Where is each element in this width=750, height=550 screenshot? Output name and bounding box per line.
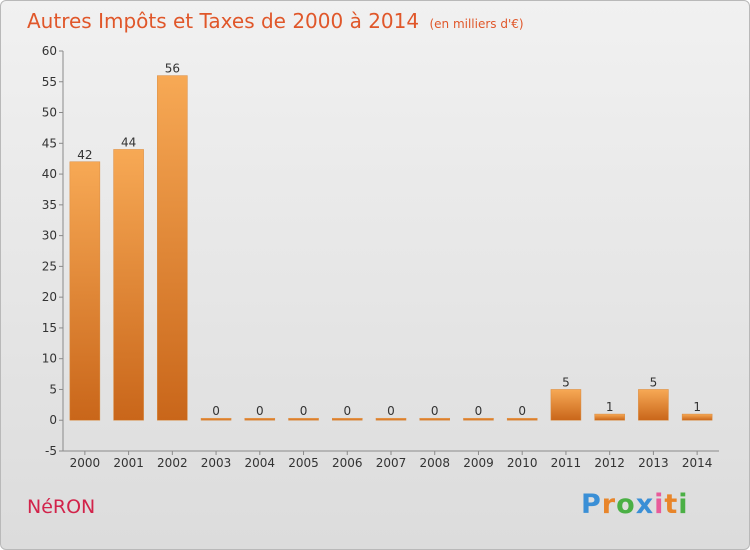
logo-letter: i xyxy=(678,489,689,520)
chart-bars xyxy=(69,75,713,421)
y-tick-label: 35 xyxy=(42,198,57,212)
y-tick-label: 50 xyxy=(42,106,57,120)
bar-2007 xyxy=(375,417,407,421)
y-tick-label: 5 xyxy=(49,382,57,396)
x-tick-label: 2001 xyxy=(113,456,144,470)
data-label-2012: 1 xyxy=(606,400,614,414)
x-tick-label: 2003 xyxy=(201,456,232,470)
bar-2012 xyxy=(594,413,625,421)
x-tick-label: 2010 xyxy=(507,456,538,470)
y-tick-label: 40 xyxy=(42,167,57,181)
bar-2004 xyxy=(244,417,276,421)
data-label-2005: 0 xyxy=(300,404,308,418)
data-label-2007: 0 xyxy=(387,404,395,418)
y-tick-label: 15 xyxy=(42,321,57,335)
bar-2001 xyxy=(113,149,144,421)
x-tick-label: 2008 xyxy=(419,456,450,470)
x-tick-label: 2011 xyxy=(551,456,582,470)
y-tick-label: 55 xyxy=(42,75,57,89)
x-tick-label: 2000 xyxy=(70,456,101,470)
data-label-2013: 5 xyxy=(650,375,658,389)
y-tick-label: 10 xyxy=(42,352,57,366)
proxiti-logo: Proxiti xyxy=(581,489,689,520)
data-label-2006: 0 xyxy=(343,404,351,418)
data-label-2000: 42 xyxy=(77,148,92,162)
data-label-2003: 0 xyxy=(212,404,220,418)
bar-2014 xyxy=(681,413,713,421)
data-label-2002: 56 xyxy=(165,62,180,76)
bar-2002 xyxy=(157,75,188,421)
x-tick-label: 2006 xyxy=(332,456,363,470)
bar-2008 xyxy=(419,417,450,421)
bar-2003 xyxy=(200,417,232,421)
logo-letter: x xyxy=(635,489,655,520)
logo-letter: r xyxy=(601,489,617,520)
data-label-2010: 0 xyxy=(518,404,526,418)
x-tick-label: 2005 xyxy=(288,456,319,470)
chart-subtitle: (en milliers d'€) xyxy=(429,17,524,31)
x-tick-label: 2007 xyxy=(376,456,407,470)
y-tick-label: 60 xyxy=(42,44,57,58)
x-tick-label: 2012 xyxy=(594,456,625,470)
logo-letter: i xyxy=(654,489,665,520)
y-tick-label: 20 xyxy=(42,290,57,304)
x-tick-label: 2009 xyxy=(463,456,494,470)
logo-letter: o xyxy=(616,489,636,520)
bar-2009 xyxy=(463,417,494,421)
y-tick-label: 45 xyxy=(42,136,57,150)
bar-2010 xyxy=(506,417,538,421)
y-tick-label: 30 xyxy=(42,229,57,243)
bar-2013 xyxy=(638,389,669,421)
x-tick-label: 2004 xyxy=(245,456,276,470)
bar-2006 xyxy=(332,417,363,421)
data-label-2001: 44 xyxy=(121,135,136,149)
data-label-2009: 0 xyxy=(475,404,483,418)
bar-2000 xyxy=(69,161,101,421)
data-label-2008: 0 xyxy=(431,404,439,418)
logo-letter: t xyxy=(664,489,679,520)
y-tick-label: -5 xyxy=(45,444,57,458)
place-name: NéRON xyxy=(27,496,96,518)
x-tick-label: 2002 xyxy=(157,456,188,470)
chart-title-main: Autres Impôts et Taxes de 2000 à 2014 xyxy=(27,9,420,33)
chart-labels: 42 44 56 0 0 0 0 0 0 0 0 5 1 5 1 xyxy=(77,62,701,419)
bar-2011 xyxy=(550,389,582,421)
y-tick-label: 25 xyxy=(42,259,57,273)
data-label-2004: 0 xyxy=(256,404,264,418)
chart-title: Autres Impôts et Taxes de 2000 à 2014 (e… xyxy=(27,9,524,33)
y-tick-label: 0 xyxy=(49,413,57,427)
data-label-2014: 1 xyxy=(693,400,701,414)
bar-2005 xyxy=(288,417,319,421)
logo-letter: P xyxy=(581,489,602,520)
data-label-2011: 5 xyxy=(562,375,570,389)
x-tick-label: 2013 xyxy=(638,456,669,470)
x-tick-label: 2014 xyxy=(682,456,713,470)
